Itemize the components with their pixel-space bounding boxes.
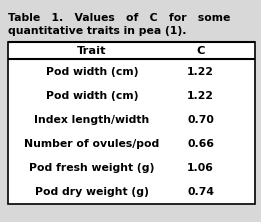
Bar	[8, 42, 255, 204]
Text: Pod width (cm): Pod width (cm)	[46, 67, 138, 77]
Text: Pod width (cm): Pod width (cm)	[46, 91, 138, 101]
Text: 0.74: 0.74	[187, 187, 214, 197]
Text: 1.22: 1.22	[187, 91, 214, 101]
Text: Pod fresh weight (g): Pod fresh weight (g)	[29, 163, 155, 173]
Text: C: C	[197, 46, 205, 56]
Text: 0.66: 0.66	[187, 139, 214, 149]
Text: Number of ovules/pod: Number of ovules/pod	[24, 139, 160, 149]
Text: 1.22: 1.22	[187, 67, 214, 77]
Text: Table   1.   Values   of   C   for   some: Table 1. Values of C for some	[8, 13, 230, 23]
Text: quantitative traits in pea (1).: quantitative traits in pea (1).	[8, 26, 187, 36]
Text: 1.06: 1.06	[187, 163, 214, 173]
Text: Trait: Trait	[77, 46, 107, 56]
Text: 0.70: 0.70	[187, 115, 214, 125]
Text: Index length/width: Index length/width	[34, 115, 150, 125]
Text: Pod dry weight (g): Pod dry weight (g)	[35, 187, 149, 197]
